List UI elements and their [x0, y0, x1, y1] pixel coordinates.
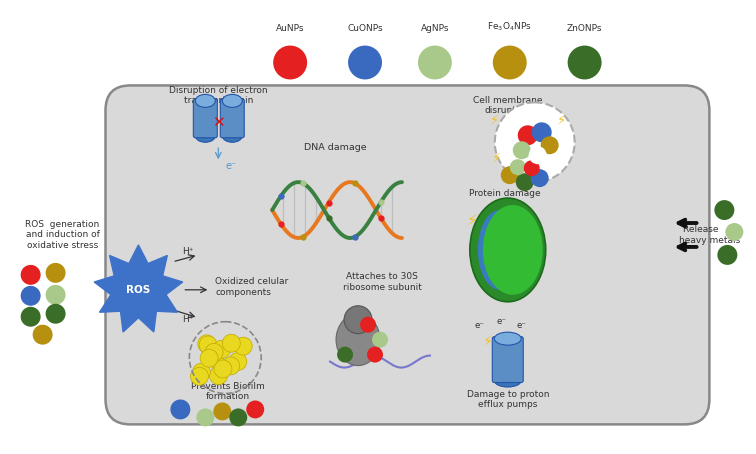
Circle shape [199, 336, 217, 354]
Circle shape [717, 245, 737, 265]
Circle shape [360, 317, 376, 333]
Ellipse shape [469, 198, 546, 302]
Text: ROS  generation
and induction of
oxidative stress: ROS generation and induction of oxidativ… [26, 220, 100, 250]
FancyBboxPatch shape [492, 337, 523, 383]
Circle shape [234, 337, 253, 355]
Circle shape [494, 103, 575, 182]
Text: ROS: ROS [126, 285, 150, 295]
Text: e⁻: e⁻ [517, 321, 527, 330]
Circle shape [198, 335, 215, 353]
Circle shape [170, 400, 191, 419]
Text: DNA damage: DNA damage [304, 143, 367, 152]
Text: Disruption of electron
transport chain: Disruption of electron transport chain [169, 86, 268, 105]
Circle shape [197, 409, 214, 426]
Circle shape [205, 343, 223, 361]
Circle shape [246, 400, 264, 419]
Circle shape [568, 45, 602, 79]
Circle shape [200, 349, 218, 367]
Circle shape [20, 307, 41, 327]
Ellipse shape [483, 205, 543, 295]
Ellipse shape [478, 210, 522, 290]
Circle shape [372, 332, 388, 348]
FancyBboxPatch shape [106, 85, 709, 424]
Text: AgNPs: AgNPs [420, 24, 449, 33]
Circle shape [524, 160, 540, 176]
Circle shape [45, 304, 66, 324]
Circle shape [513, 141, 531, 159]
Text: e⁻: e⁻ [497, 317, 507, 326]
Circle shape [348, 45, 382, 79]
Ellipse shape [222, 94, 242, 107]
Text: ⚡: ⚡ [492, 152, 501, 165]
Circle shape [516, 173, 534, 191]
Text: Prevents Biofilm
formation: Prevents Biofilm formation [191, 381, 265, 401]
Text: H⁺: H⁺ [183, 315, 194, 324]
Circle shape [528, 146, 547, 164]
Text: Attaches to 30S
ribosome subunit: Attaches to 30S ribosome subunit [342, 272, 421, 292]
Circle shape [541, 136, 559, 154]
Circle shape [222, 334, 240, 352]
Circle shape [500, 166, 519, 184]
Text: ⚡: ⚡ [466, 212, 477, 227]
Circle shape [714, 200, 734, 220]
Circle shape [493, 45, 527, 79]
Circle shape [45, 263, 66, 283]
Text: H⁺: H⁺ [183, 247, 194, 257]
Circle shape [273, 45, 307, 79]
Ellipse shape [222, 129, 242, 142]
Circle shape [213, 402, 231, 420]
Text: Oxidized celular
components: Oxidized celular components [215, 277, 289, 296]
Ellipse shape [494, 374, 521, 387]
Text: ⚡: ⚡ [483, 335, 493, 349]
Circle shape [45, 285, 66, 305]
Circle shape [33, 325, 53, 345]
Circle shape [191, 367, 209, 385]
Circle shape [337, 347, 353, 363]
Polygon shape [94, 245, 183, 332]
Text: ⚡: ⚡ [557, 114, 566, 127]
Circle shape [20, 265, 41, 285]
Ellipse shape [344, 306, 372, 334]
Text: e⁻: e⁻ [225, 161, 237, 171]
Text: ✕: ✕ [212, 115, 225, 130]
Circle shape [212, 340, 231, 358]
Text: CuONPs: CuONPs [347, 24, 383, 33]
Ellipse shape [494, 332, 521, 345]
Circle shape [206, 350, 224, 368]
Ellipse shape [195, 129, 215, 142]
FancyBboxPatch shape [194, 99, 217, 138]
Circle shape [209, 366, 228, 385]
Circle shape [531, 169, 549, 187]
Circle shape [725, 223, 743, 241]
Circle shape [367, 347, 383, 363]
Ellipse shape [195, 94, 215, 107]
Text: Protein damage: Protein damage [469, 189, 541, 198]
Circle shape [20, 286, 41, 306]
Circle shape [518, 125, 538, 145]
Text: Damage to proton
efflux pumps: Damage to proton efflux pumps [466, 390, 549, 409]
Circle shape [531, 122, 552, 142]
Circle shape [214, 360, 232, 378]
Text: ⚡: ⚡ [490, 114, 500, 127]
Circle shape [418, 45, 452, 79]
Text: e⁻: e⁻ [475, 321, 485, 330]
Text: AuNPs: AuNPs [276, 24, 305, 33]
FancyBboxPatch shape [220, 99, 244, 138]
Ellipse shape [336, 314, 380, 365]
Circle shape [193, 363, 210, 381]
Text: Fe$_3$O$_4$NPs: Fe$_3$O$_4$NPs [488, 20, 532, 33]
Text: Release   of
heavy metals: Release of heavy metals [679, 225, 740, 245]
Text: ZnONPs: ZnONPs [567, 24, 603, 33]
Circle shape [222, 357, 240, 375]
Text: Cell membrane
disruption: Cell membrane disruption [473, 96, 543, 115]
Circle shape [229, 353, 246, 370]
Circle shape [229, 409, 247, 426]
Circle shape [510, 159, 525, 175]
